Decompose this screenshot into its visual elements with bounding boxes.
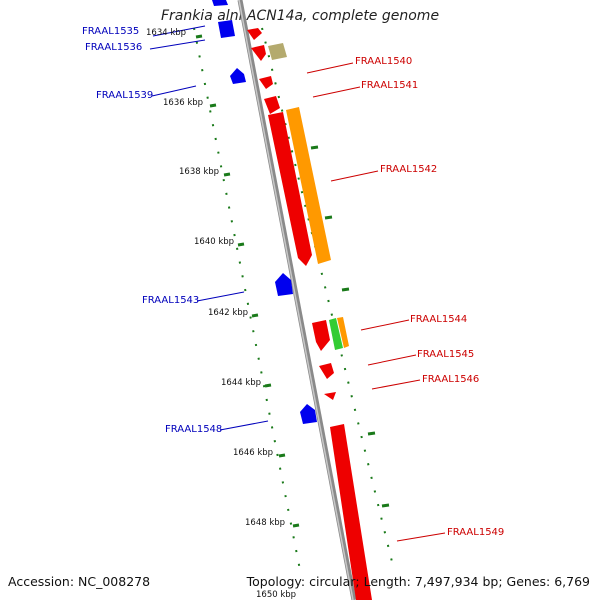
gene-frame-forward[interactable] bbox=[324, 392, 336, 400]
ruler-label: 1648 kbp bbox=[245, 518, 285, 528]
gene-frame-forward[interactable] bbox=[330, 424, 372, 600]
ruler-label: 1642 kbp bbox=[208, 308, 248, 318]
gene-label-reverse[interactable]: FRAAL1548 bbox=[165, 424, 222, 435]
forward-gene-labels: FRAAL1540 FRAAL1541 FRAAL1542 FRAAL1544 … bbox=[355, 56, 504, 538]
ruler-tick bbox=[237, 242, 245, 247]
gene-frame-reverse[interactable] bbox=[218, 20, 235, 38]
ruler-tick bbox=[310, 145, 319, 150]
gene-frame-forward[interactable] bbox=[259, 76, 273, 89]
ruler-tick bbox=[209, 103, 217, 108]
genome-summary-text: Topology: circular; Length: 7,497,934 bp… bbox=[246, 574, 590, 589]
gene-frame-forward[interactable] bbox=[286, 107, 331, 264]
reverse-gene-labels: FRAAL1535 FRAAL1536 FRAAL1539 FRAAL1543 … bbox=[82, 26, 222, 435]
gene-frame-forward[interactable] bbox=[247, 28, 262, 40]
gene-label-forward[interactable]: FRAAL1540 bbox=[355, 56, 412, 67]
gene-label-forward[interactable]: FRAAL1544 bbox=[410, 314, 467, 325]
gene-frame-reverse[interactable] bbox=[275, 273, 293, 296]
gene-label-forward[interactable]: FRAAL1546 bbox=[422, 374, 479, 385]
ruler-label: 1640 kbp bbox=[194, 237, 234, 247]
forward-strand-genes bbox=[247, 28, 372, 600]
ruler-label: 1636 kbp bbox=[163, 98, 203, 108]
accession-text: Accession: NC_008278 bbox=[8, 574, 151, 589]
ruler-label: 1644 kbp bbox=[221, 378, 261, 388]
ruler-tick bbox=[278, 453, 286, 458]
gene-frame-forward[interactable] bbox=[268, 112, 312, 266]
label-leaders bbox=[149, 25, 446, 542]
ruler-label: 1650 kbp bbox=[256, 590, 296, 600]
gene-frame-forward[interactable] bbox=[312, 320, 330, 351]
gene-label-reverse[interactable]: FRAAL1536 bbox=[85, 42, 142, 53]
outer-guide-dots bbox=[261, 27, 395, 571]
ruler-tick bbox=[251, 313, 259, 318]
genome-backbone bbox=[237, 0, 357, 600]
gene-frame-reverse[interactable] bbox=[230, 68, 246, 84]
ruler-ticks bbox=[195, 34, 390, 528]
gene-frame-reverse[interactable] bbox=[300, 404, 317, 424]
genome-backbone-highlight bbox=[238, 0, 354, 600]
gene-frame-forward[interactable] bbox=[337, 317, 349, 348]
gene-frame-forward[interactable] bbox=[329, 318, 343, 350]
gene-frame-forward[interactable] bbox=[268, 43, 287, 60]
reverse-strand-genes bbox=[212, 0, 317, 424]
ruler-label: 1634 kbp bbox=[146, 28, 186, 38]
ruler-tick bbox=[223, 172, 231, 177]
gene-label-forward[interactable]: FRAAL1541 bbox=[361, 80, 418, 91]
ruler-tick bbox=[292, 523, 300, 528]
gene-label-reverse[interactable]: FRAAL1543 bbox=[142, 295, 199, 306]
ruler-tick bbox=[341, 287, 350, 292]
ruler-tick bbox=[264, 383, 272, 388]
ruler-label: 1646 kbp bbox=[233, 448, 273, 458]
gene-label-reverse[interactable]: FRAAL1539 bbox=[96, 90, 153, 101]
gene-label-forward[interactable]: FRAAL1542 bbox=[380, 164, 437, 175]
gene-label-forward[interactable]: FRAAL1549 bbox=[447, 527, 504, 538]
ruler-tick bbox=[367, 431, 376, 436]
ruler-tick bbox=[381, 503, 390, 508]
ruler-labels: 1634 kbp 1636 kbp 1638 kbp 1640 kbp 1642… bbox=[146, 28, 296, 600]
gene-frame-reverse[interactable] bbox=[212, 0, 228, 6]
ruler-label: 1638 kbp bbox=[179, 167, 219, 177]
gene-label-forward[interactable]: FRAAL1545 bbox=[417, 349, 474, 360]
gene-frame-forward[interactable] bbox=[251, 45, 266, 61]
ruler-tick bbox=[195, 34, 203, 39]
ruler-tick bbox=[324, 215, 333, 220]
gene-frame-forward[interactable] bbox=[319, 363, 334, 379]
gene-label-reverse[interactable]: FRAAL1535 bbox=[82, 26, 139, 37]
map-title: Frankia alni ACN14a, complete genome bbox=[160, 8, 440, 24]
gene-frame-forward[interactable] bbox=[264, 96, 280, 114]
